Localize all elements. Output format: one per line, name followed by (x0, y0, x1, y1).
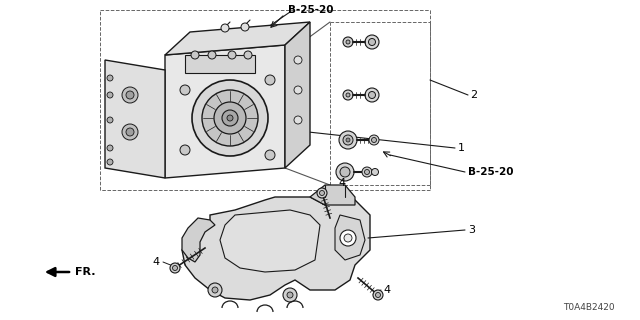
Circle shape (294, 86, 302, 94)
Circle shape (170, 263, 180, 273)
Circle shape (173, 266, 177, 270)
Circle shape (340, 167, 350, 177)
Polygon shape (310, 185, 355, 205)
Circle shape (365, 35, 379, 49)
Circle shape (265, 75, 275, 85)
Circle shape (369, 135, 379, 145)
Circle shape (180, 145, 190, 155)
Circle shape (221, 24, 229, 32)
Circle shape (319, 190, 324, 196)
Circle shape (208, 51, 216, 59)
Circle shape (365, 88, 379, 102)
Text: B-25-20: B-25-20 (288, 5, 333, 15)
Circle shape (365, 170, 369, 174)
Circle shape (122, 124, 138, 140)
Text: 2: 2 (470, 90, 477, 100)
Circle shape (283, 288, 297, 302)
Text: 3: 3 (468, 225, 475, 235)
Circle shape (376, 292, 381, 298)
Circle shape (212, 287, 218, 293)
Circle shape (346, 138, 350, 142)
Circle shape (343, 135, 353, 145)
Circle shape (208, 283, 222, 297)
Text: 1: 1 (458, 143, 465, 153)
Circle shape (340, 230, 356, 246)
Circle shape (294, 56, 302, 64)
Text: 4: 4 (383, 285, 390, 295)
Circle shape (227, 115, 233, 121)
Text: B-25-20: B-25-20 (468, 167, 513, 177)
Circle shape (202, 90, 258, 146)
Circle shape (265, 150, 275, 160)
Circle shape (107, 75, 113, 81)
Circle shape (126, 91, 134, 99)
Polygon shape (105, 60, 165, 178)
Circle shape (369, 92, 376, 99)
Circle shape (343, 37, 353, 47)
Circle shape (339, 131, 357, 149)
Circle shape (107, 159, 113, 165)
Circle shape (192, 80, 268, 156)
Circle shape (241, 23, 249, 31)
Text: 4: 4 (338, 178, 345, 188)
Circle shape (344, 234, 352, 242)
Circle shape (346, 93, 350, 97)
Text: 4: 4 (153, 257, 160, 267)
Circle shape (369, 38, 376, 45)
Circle shape (214, 102, 246, 134)
Circle shape (336, 163, 354, 181)
Circle shape (222, 110, 238, 126)
Circle shape (287, 292, 293, 298)
Circle shape (180, 85, 190, 95)
Circle shape (343, 90, 353, 100)
Circle shape (362, 167, 372, 177)
Circle shape (122, 87, 138, 103)
Circle shape (317, 188, 327, 198)
Circle shape (107, 145, 113, 151)
Circle shape (107, 92, 113, 98)
Polygon shape (182, 218, 215, 262)
Circle shape (371, 138, 376, 142)
Polygon shape (165, 45, 285, 178)
Circle shape (371, 169, 378, 175)
Polygon shape (335, 215, 365, 260)
Circle shape (126, 128, 134, 136)
Circle shape (244, 51, 252, 59)
Polygon shape (285, 22, 310, 168)
Circle shape (294, 116, 302, 124)
Polygon shape (182, 197, 370, 300)
Bar (185, 55, 255, 73)
Circle shape (191, 51, 199, 59)
Circle shape (373, 290, 383, 300)
Polygon shape (220, 210, 320, 272)
Circle shape (228, 51, 236, 59)
Text: FR.: FR. (75, 267, 95, 277)
Polygon shape (165, 22, 310, 55)
Circle shape (107, 117, 113, 123)
Text: T0A4B2420: T0A4B2420 (563, 303, 615, 312)
Circle shape (346, 40, 350, 44)
